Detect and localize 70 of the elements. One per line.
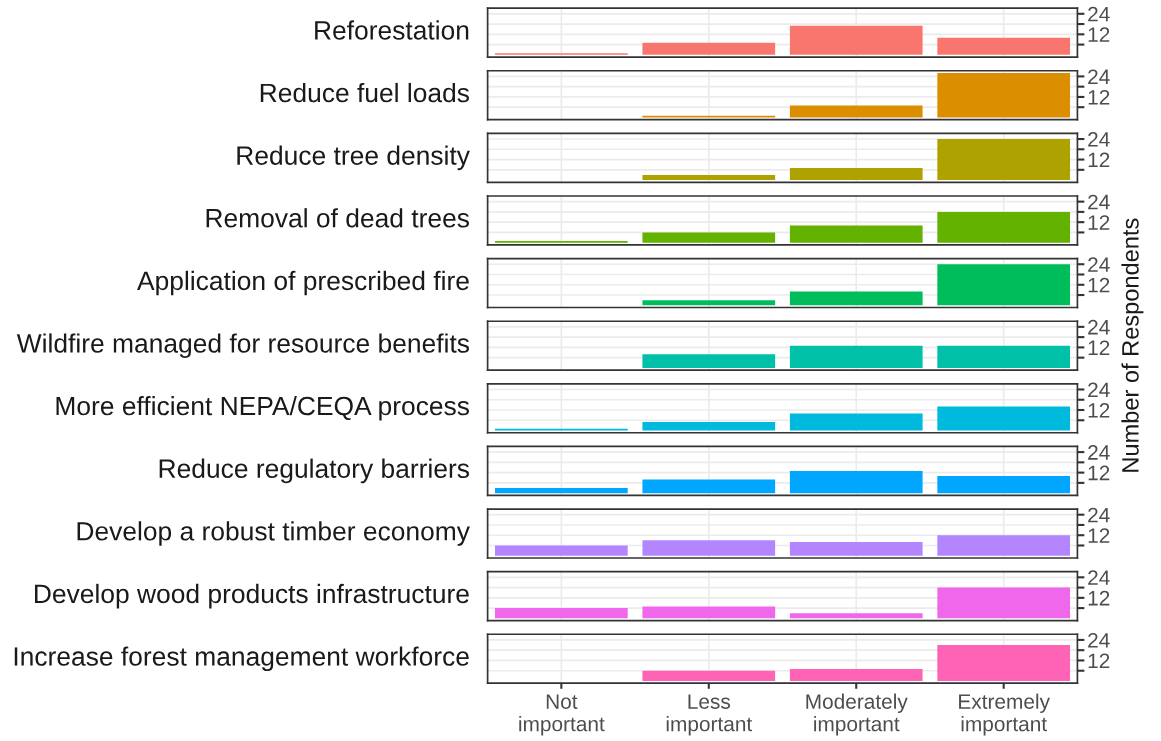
bar xyxy=(789,613,923,619)
bar xyxy=(642,232,776,243)
bar xyxy=(937,264,1071,306)
chart-title: Removal of dead trees xyxy=(206,208,469,228)
y-tick-label: 12 xyxy=(1088,89,1110,105)
y-tick-label: 12 xyxy=(1088,152,1110,168)
bar xyxy=(937,406,1071,431)
bar xyxy=(642,540,776,556)
x-tick-label: Extremely important xyxy=(959,693,1050,736)
y-tick-label: 12 xyxy=(1088,528,1110,543)
y-tick-label: 24 xyxy=(1088,632,1110,648)
bar xyxy=(937,476,1071,494)
bar xyxy=(642,421,776,431)
x-tick-label: Not important xyxy=(519,694,605,736)
y-tick-label: 12 xyxy=(1088,403,1110,418)
bar xyxy=(937,211,1071,243)
chart-title: Reduce fuel loads xyxy=(260,82,469,103)
y-tick-label: 24 xyxy=(1088,319,1110,335)
text: Increase forest management workforce xyxy=(14,646,469,672)
bar xyxy=(937,535,1071,556)
text: Develop wood products infrastructure xyxy=(35,583,469,609)
chart-title: Reduce regulatory barriers xyxy=(159,458,469,484)
bar xyxy=(937,37,1071,55)
bar xyxy=(789,669,923,681)
text: Develop a robust timber economy xyxy=(77,521,470,546)
y-tick-label: 12 xyxy=(1088,590,1110,606)
bar xyxy=(642,479,776,494)
bar xyxy=(789,470,923,494)
bar xyxy=(937,587,1071,619)
bar xyxy=(937,645,1071,681)
y-tick-label: 24 xyxy=(1088,69,1110,84)
y-tick-label: 24 xyxy=(1088,6,1110,22)
y-tick-label: 12 xyxy=(1088,340,1110,355)
bar xyxy=(642,670,776,681)
y-tick-label: 24 xyxy=(1088,445,1110,460)
y-tick-label: 24 xyxy=(1088,132,1110,147)
y-tick-label: 24 xyxy=(1088,507,1110,523)
y-tick-label: 12 xyxy=(1088,27,1110,42)
bar xyxy=(937,72,1071,118)
y-axis-title: Number of Respondents xyxy=(1121,218,1144,472)
bar xyxy=(789,542,923,556)
bar xyxy=(789,105,923,118)
y-tick-label: 24 xyxy=(1088,382,1110,398)
text: More efficient NEPA/CEQA process xyxy=(56,395,469,421)
bar xyxy=(642,300,776,306)
x-tick-label: Less important xyxy=(666,694,753,736)
bar xyxy=(494,488,628,494)
y-tick-label: 24 xyxy=(1088,194,1110,210)
text: Wildfire managed for resource benefits xyxy=(16,333,470,358)
y-tick-label: 12 xyxy=(1088,215,1110,230)
y-tick-label: 24 xyxy=(1088,257,1110,272)
bar xyxy=(494,545,628,556)
y-tick-label: 24 xyxy=(1088,570,1110,585)
x-tick-label: Moderately important xyxy=(806,693,908,736)
chart-title: Reduce tree density xyxy=(237,145,470,171)
bar xyxy=(937,139,1071,181)
chart-title: Application of prescribed fire xyxy=(137,270,469,296)
y-tick-label: 12 xyxy=(1088,277,1110,293)
bar xyxy=(789,291,923,306)
chart-title: Reforestation xyxy=(315,20,469,40)
bar xyxy=(642,42,776,55)
bar xyxy=(494,608,628,619)
bar xyxy=(789,413,923,431)
bar xyxy=(789,225,923,243)
bar xyxy=(642,606,776,619)
bar xyxy=(789,168,923,181)
y-tick-label: 12 xyxy=(1088,465,1110,481)
bar xyxy=(642,174,776,181)
bar xyxy=(789,25,923,55)
y-tick-label: 12 xyxy=(1088,653,1110,668)
